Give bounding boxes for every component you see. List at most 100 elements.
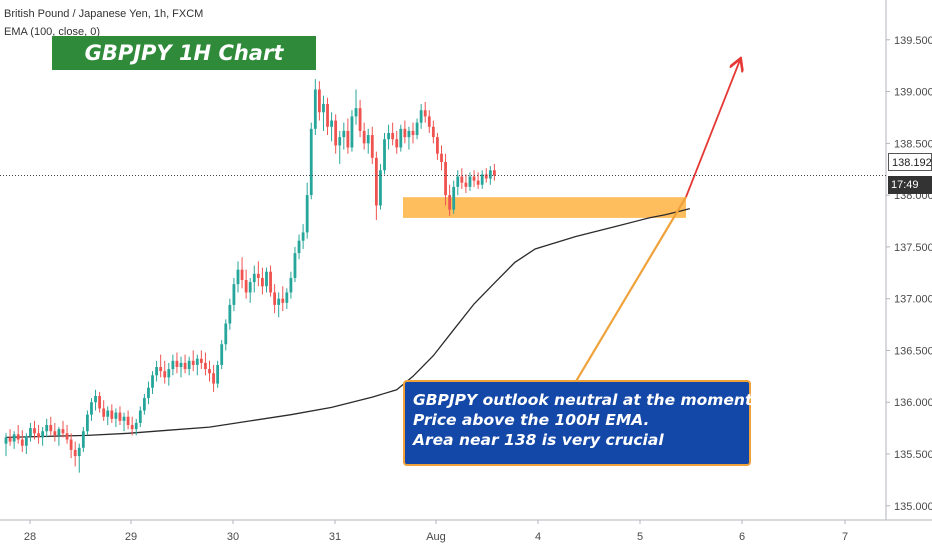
candle-body (244, 280, 248, 293)
time-tick-label: 4 (535, 531, 541, 543)
candle-body (12, 434, 16, 442)
candle-body (427, 116, 431, 127)
price-tick-label: 139.500 (894, 35, 932, 47)
candle-body (472, 176, 476, 181)
price-tick-label: 135.500 (894, 449, 932, 461)
price-tick-label: 137.000 (894, 294, 932, 306)
candle-body (362, 130, 366, 144)
candle-body (305, 195, 309, 233)
candle-body (122, 416, 126, 421)
candle-body (252, 273, 256, 283)
candle-body (460, 176, 464, 183)
candle-body (330, 120, 333, 127)
candle-body (41, 431, 45, 438)
candle-body (419, 110, 423, 123)
bullish-arrow (685, 60, 740, 198)
candle-body (106, 410, 110, 417)
candle-body (98, 396, 102, 409)
bar-countdown-label: 17:49 (888, 176, 932, 194)
candle-body (317, 89, 321, 113)
candle-body (326, 103, 329, 127)
candle-body (33, 428, 36, 434)
candle-body (102, 408, 106, 417)
candle-body (220, 344, 224, 365)
candle-body (395, 139, 399, 148)
candle-body (423, 110, 427, 117)
time-tick-label: 30 (227, 531, 239, 543)
price-tick-label: 136.000 (894, 397, 932, 409)
candle-body (370, 135, 374, 158)
candle-body (281, 298, 285, 303)
candle-body (265, 271, 268, 287)
candle-body (464, 182, 468, 187)
candle-body (45, 425, 49, 432)
price-tick-label: 135.000 (894, 501, 932, 513)
candle-body (155, 367, 158, 376)
ema-legend: EMA (100, close, 0) (4, 26, 100, 38)
chart-title: GBPJPY 1H Chart Analysis (52, 36, 316, 99)
candle-body (151, 375, 154, 388)
candle-body (134, 422, 138, 430)
candle-body (334, 120, 338, 146)
candle-body (322, 103, 325, 113)
candle-body (256, 273, 260, 278)
candle-body (175, 360, 179, 368)
candle-body (216, 364, 220, 384)
candle-body (16, 434, 20, 440)
candle-body (493, 170, 496, 176)
candle-body (232, 284, 236, 305)
candle-body (301, 232, 305, 241)
candle-body (90, 402, 93, 415)
candle-body (24, 436, 28, 446)
candle-body (444, 161, 447, 196)
candle-body (476, 180, 480, 185)
candle-body (383, 139, 386, 171)
symbol-legend: British Pound / Japanese Yen, 1h, FXCM (4, 8, 204, 20)
candle-body (94, 396, 97, 403)
candle-body (224, 323, 228, 345)
candle-body (411, 130, 415, 136)
candle-body (399, 128, 403, 148)
candle-body (61, 429, 65, 434)
candle-body (191, 360, 195, 365)
candle-body (391, 132, 395, 140)
candle-body (248, 282, 252, 293)
candle-body (261, 277, 264, 287)
candle-body (142, 398, 146, 411)
candle-body (20, 439, 24, 446)
candle-body (374, 157, 378, 206)
candle-body (187, 360, 191, 370)
candle-body (313, 89, 317, 129)
candle-body (342, 130, 346, 138)
candle-body (350, 116, 354, 148)
candle-body (73, 449, 77, 457)
price-tick-label: 136.500 (894, 345, 932, 357)
candle-body (114, 412, 118, 419)
time-tick-label: 7 (842, 531, 848, 543)
candle-body (228, 304, 232, 324)
time-tick-label: Aug (426, 531, 446, 543)
price-tick-label: 137.500 (894, 242, 932, 254)
candle-body (130, 425, 134, 430)
candle-body (354, 108, 358, 117)
candle-body (403, 128, 407, 138)
candle-body (273, 292, 277, 305)
candle-body (65, 433, 69, 440)
candle-body (480, 174, 484, 185)
support-zone (403, 197, 686, 218)
candle-body (338, 137, 342, 146)
time-tick-label: 29 (125, 531, 137, 543)
candle-body (387, 132, 390, 140)
time-tick-label: 31 (329, 531, 341, 543)
ema-line (5, 207, 690, 439)
candle-body (159, 367, 163, 372)
candle-body (118, 412, 122, 421)
callout-pointer (574, 196, 687, 384)
candle-body (456, 176, 460, 187)
candle-body (452, 186, 456, 210)
candle-body (293, 253, 297, 278)
candle-body (4, 437, 8, 444)
candle-body (167, 369, 171, 378)
candle-body (440, 153, 443, 162)
